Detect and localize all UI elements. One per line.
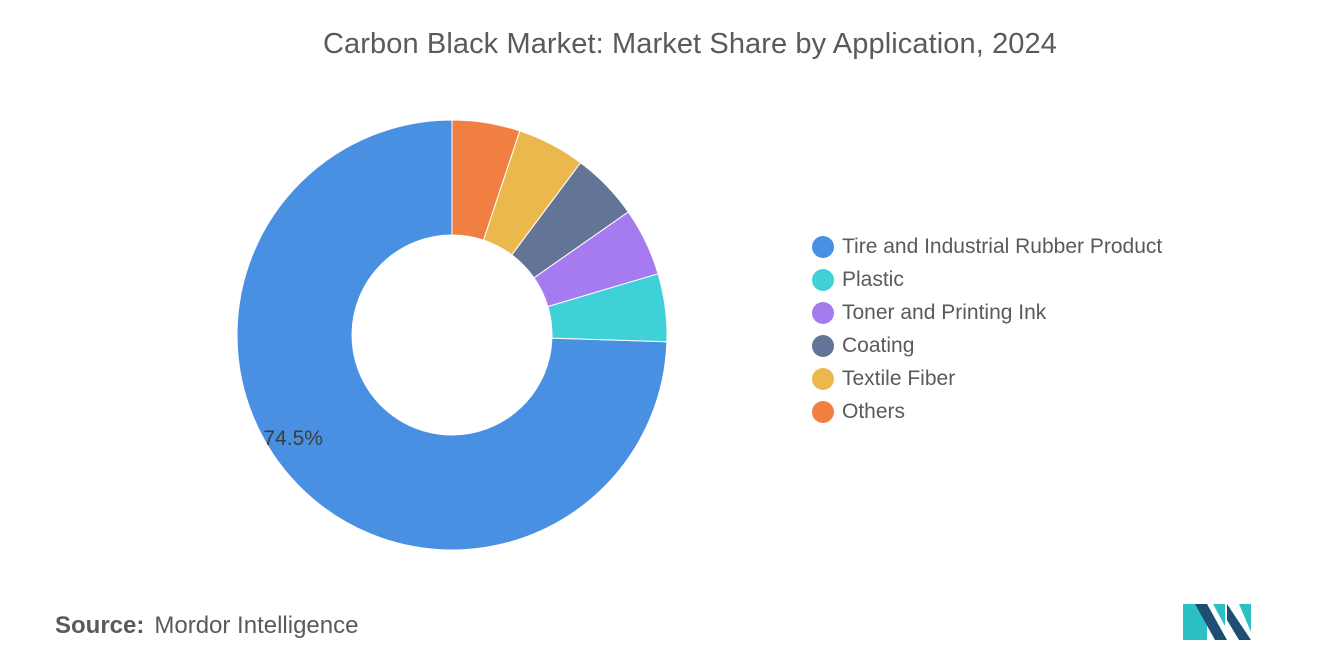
legend-label: Plastic xyxy=(842,267,904,291)
legend-swatch-icon xyxy=(812,400,834,423)
legend-label: Textile Fiber xyxy=(842,366,956,390)
slice-toner-and-printing-ink xyxy=(533,211,659,308)
mordor-intelligence-logo-icon xyxy=(1183,604,1251,640)
legend-swatch-icon xyxy=(812,235,834,258)
source-label: Source: xyxy=(55,612,145,639)
legend-label: Others xyxy=(842,399,906,423)
legend-label: Toner and Printing Ink xyxy=(842,300,1047,324)
legend-swatch-icon xyxy=(812,334,834,357)
legend-item-tire-and-industrial-rubber-product: Tire and Industrial Rubber Product xyxy=(812,230,1162,263)
legend-swatch-icon xyxy=(812,268,834,291)
legend-item-coating: Coating xyxy=(812,329,1162,362)
source-value: Mordor Intelligence xyxy=(154,612,359,639)
source-note: Source: Mordor Intelligence xyxy=(55,612,358,640)
legend-item-plastic: Plastic xyxy=(812,263,1162,296)
legend-item-others: Others xyxy=(812,395,1162,428)
slice-tire-and-industrial-rubber-product xyxy=(236,119,668,551)
slice-plastic xyxy=(547,273,668,343)
legend-item-textile-fiber: Textile Fiber xyxy=(812,362,1162,395)
slice-coating xyxy=(511,161,629,279)
donut-chart: 74.5% xyxy=(236,119,668,551)
legend-label: Coating xyxy=(842,333,915,357)
chart-legend: Tire and Industrial Rubber Product Plasti… xyxy=(812,230,1162,428)
legend-item-toner-and-printing-ink: Toner and Printing Ink xyxy=(812,296,1162,329)
slice-textile-fiber xyxy=(482,130,582,256)
legend-swatch-icon xyxy=(812,367,834,390)
legend-swatch-icon xyxy=(812,301,834,324)
data-label-tire-and-industrial-rubber-product: 74.5% xyxy=(263,427,323,450)
slice-others xyxy=(451,119,521,241)
chart-title: Carbon Black Market: Market Share by App… xyxy=(323,28,1057,60)
legend-label: Tire and Industrial Rubber Product xyxy=(842,234,1163,258)
